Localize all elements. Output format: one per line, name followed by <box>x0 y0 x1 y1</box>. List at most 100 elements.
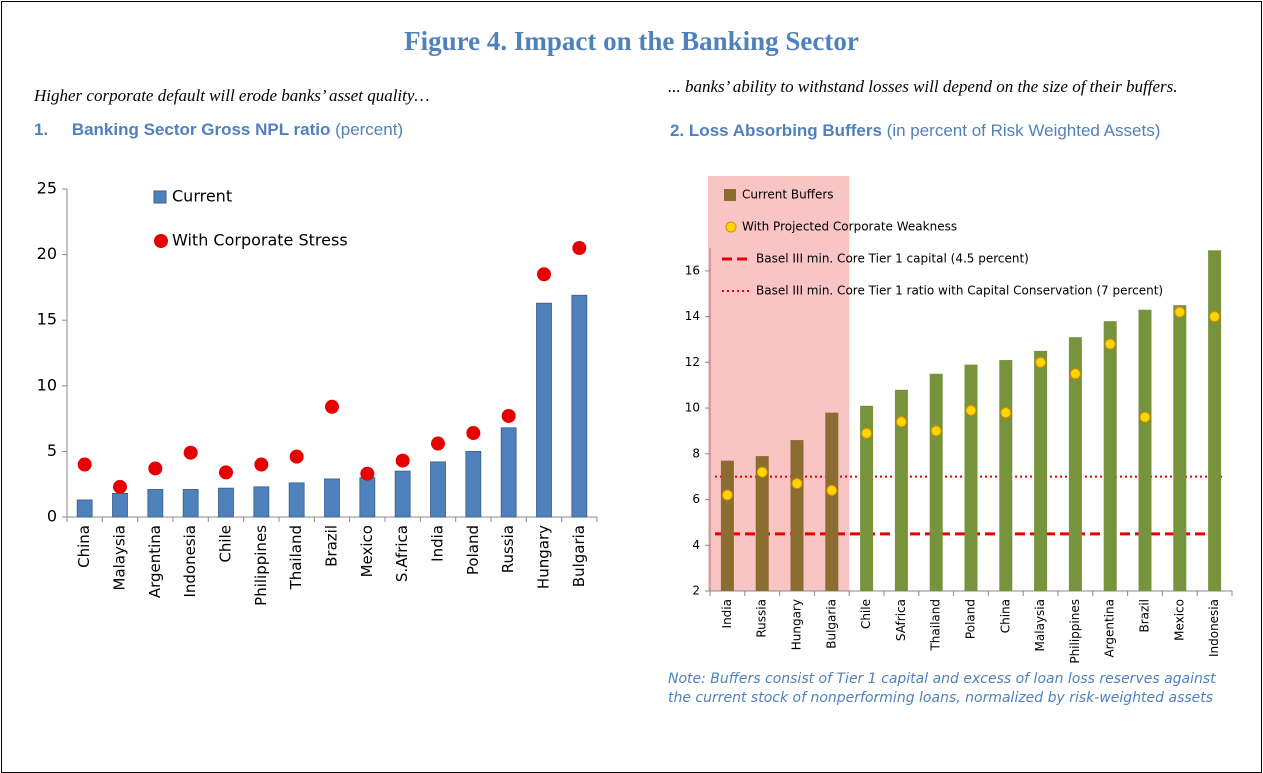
x-tick-label: Russia <box>499 525 517 573</box>
dot <box>501 408 516 423</box>
y-tick-label: 0 <box>47 507 57 526</box>
bar <box>465 450 482 518</box>
bar <box>1138 309 1152 591</box>
x-tick-label: Thailand <box>287 525 305 590</box>
dot <box>219 465 233 480</box>
bar <box>147 489 164 518</box>
dot <box>1035 356 1047 368</box>
y-tick-label: 12 <box>685 355 700 369</box>
panel-title: Banking Sector Gross NPL ratio <box>71 120 331 139</box>
dot <box>965 404 977 416</box>
bar <box>720 460 734 591</box>
x-tick-label: Philippines <box>1068 599 1082 664</box>
bar <box>964 364 978 591</box>
dot <box>791 478 803 490</box>
x-tick-label: Bulgaria <box>570 525 588 587</box>
panel-number: 1. <box>34 120 49 139</box>
panel-unit: (percent) <box>335 120 404 139</box>
dot <box>325 399 339 414</box>
bar <box>1034 350 1048 591</box>
dot <box>572 241 587 256</box>
legend-label: With Corporate Stress <box>172 231 348 250</box>
x-tick-label: Brazil <box>1138 599 1152 633</box>
x-tick-label: China <box>75 525 93 568</box>
dot <box>1139 411 1151 423</box>
legend-label: Current Buffers <box>742 188 834 202</box>
legend-swatch <box>154 234 168 248</box>
y-tick-label: 8 <box>692 446 700 460</box>
dot <box>148 461 163 476</box>
bar <box>430 461 446 518</box>
bar <box>1068 337 1082 591</box>
bar <box>929 373 943 591</box>
bar <box>253 486 270 518</box>
figure-title: Figure 4. Impact on the Banking Sector <box>404 26 859 56</box>
dot <box>895 416 907 428</box>
dot <box>861 427 873 439</box>
dot <box>1209 311 1221 323</box>
bar <box>825 412 839 591</box>
bar <box>359 477 376 518</box>
x-tick-label: Mexico <box>358 525 376 577</box>
x-tick-label: Bulgaria <box>824 599 838 649</box>
y-tick-label: 6 <box>692 492 700 506</box>
bar <box>76 499 93 518</box>
x-tick-label: Malaysia <box>1033 599 1047 651</box>
bar <box>536 302 552 518</box>
x-tick-label: Argentina <box>146 525 164 598</box>
legend-label: Current <box>172 187 232 206</box>
dot <box>1069 368 1081 380</box>
x-tick-label: Malaysia <box>111 525 129 591</box>
right-caption: ... banks’ ability to withstand losses w… <box>668 77 1178 96</box>
dot <box>826 484 838 496</box>
bar <box>500 427 517 518</box>
note: Note: Buffers consist of Tier 1 capital … <box>668 671 1216 706</box>
x-tick-label: Thailand <box>929 599 943 652</box>
dot <box>254 457 269 472</box>
legend-label: Basel III min. Core Tier 1 capital (4.5 … <box>756 252 1029 266</box>
legend-swatch <box>153 190 167 204</box>
bar <box>288 482 305 518</box>
x-tick-label: Poland <box>464 525 482 575</box>
x-tick-label: Russia <box>755 599 769 638</box>
bar <box>894 389 908 591</box>
x-tick-label: Chile <box>859 599 873 629</box>
bar <box>790 440 804 591</box>
bar <box>182 489 199 518</box>
left-heading: 1. Banking Sector Gross NPL ratio (perce… <box>34 120 403 140</box>
dot <box>466 426 481 441</box>
x-tick-label: Indonesia <box>181 525 199 598</box>
legend-swatch <box>725 221 737 233</box>
legend-label: With Projected Corporate Weakness <box>742 220 957 234</box>
dot <box>1104 338 1116 350</box>
y-tick-label: 10 <box>37 375 57 394</box>
dot <box>721 489 733 501</box>
bar <box>324 478 340 518</box>
bar <box>394 470 411 518</box>
y-tick-label: 25 <box>37 179 57 198</box>
dot <box>930 425 942 437</box>
dot <box>537 267 551 282</box>
x-tick-label: S.Africa <box>393 525 411 582</box>
dot <box>756 466 768 478</box>
x-tick-label: SAfrica <box>894 599 908 641</box>
bar <box>755 456 769 591</box>
x-tick-label: Hungary <box>790 599 804 650</box>
bar <box>571 294 588 518</box>
x-tick-label: Chile <box>217 525 235 563</box>
y-tick-label: 2 <box>692 584 700 598</box>
x-tick-label: Hungary <box>535 525 553 589</box>
panel-number: 2. <box>670 121 685 140</box>
x-tick-label: India <box>429 525 447 562</box>
x-tick-label: India <box>720 599 734 628</box>
dot <box>431 436 445 451</box>
x-tick-label: Brazil <box>323 525 341 567</box>
y-tick-label: 16 <box>685 263 700 277</box>
bar <box>1173 305 1187 591</box>
bar <box>112 492 128 518</box>
y-tick-label: 5 <box>47 441 57 460</box>
dot <box>113 479 127 494</box>
left-caption: Higher corporate default will erode bank… <box>34 86 430 105</box>
dot <box>360 466 375 481</box>
